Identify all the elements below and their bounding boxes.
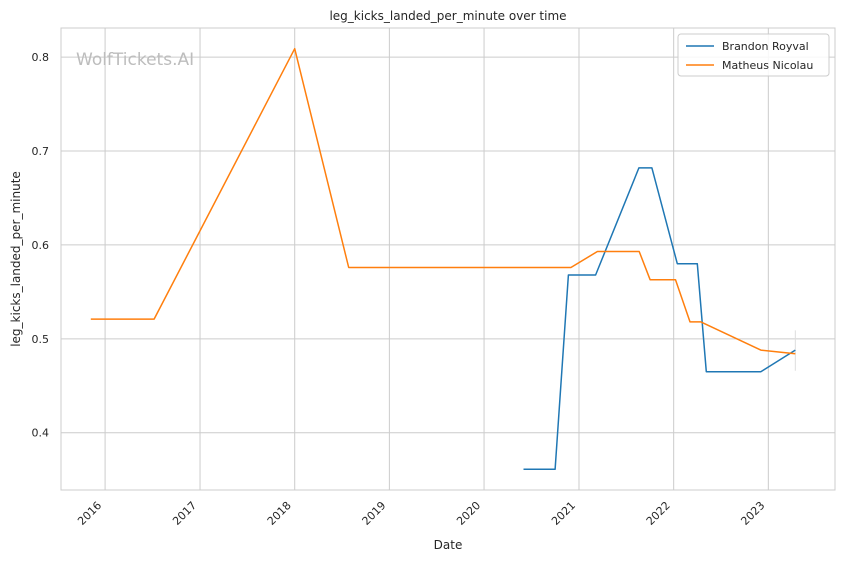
x-tick-label: 2021 (549, 499, 578, 528)
y-tick-label: 0.7 (32, 145, 50, 158)
legend-label-matheus-nicolau: Matheus Nicolau (722, 59, 813, 72)
watermark: WolfTickets.AI (76, 50, 194, 70)
y-tick-label: 0.8 (32, 51, 50, 64)
chart-title: leg_kicks_landed_per_minute over time (329, 9, 566, 23)
legend-box (677, 33, 830, 77)
x-tick-label: 2022 (644, 499, 673, 528)
series-line-matheus-nicolau (90, 47, 796, 355)
series-lines (90, 47, 796, 471)
x-tick-label: 2019 (360, 499, 389, 528)
y-tick-label: 0.5 (32, 333, 50, 346)
x-axis-ticks: 2016 2017 2018 2019 2020 2021 2022 2023 (75, 499, 767, 528)
x-tick-label: 2023 (738, 499, 767, 528)
y-tick-label: 0.6 (32, 239, 50, 252)
x-tick-label: 2017 (170, 499, 199, 528)
y-axis-ticks: 0.4 0.5 0.6 0.7 0.8 (32, 51, 50, 440)
y-tick-label: 0.4 (32, 427, 50, 440)
legend: Brandon Royval Matheus Nicolau (677, 33, 830, 77)
grid (61, 28, 835, 490)
series-line-brandon-royval (523, 167, 796, 471)
y-axis-label: leg_kicks_landed_per_minute (9, 171, 23, 347)
x-tick-label: 2016 (75, 499, 104, 528)
x-tick-label: 2020 (454, 499, 483, 528)
x-axis-label: Date (434, 538, 463, 552)
legend-label-brandon-royval: Brandon Royval (722, 40, 809, 53)
plot-frame (60, 27, 836, 491)
x-tick-label: 2018 (265, 499, 294, 528)
